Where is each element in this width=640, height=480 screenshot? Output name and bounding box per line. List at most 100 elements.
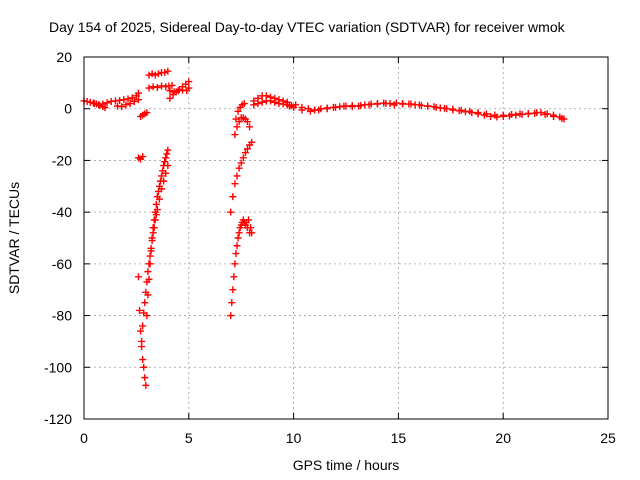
data-point: [508, 110, 516, 118]
data-point: [457, 106, 465, 114]
data-point: [116, 96, 124, 104]
series-segment-19: [290, 100, 566, 123]
data-point: [149, 229, 157, 237]
data-point: [99, 100, 107, 108]
series-segment-5: [137, 109, 151, 120]
data-point: [466, 107, 474, 115]
series-segment-8: [145, 67, 172, 79]
data-point: [148, 237, 156, 245]
data-point: [170, 88, 178, 96]
data-point: [83, 97, 91, 105]
data-point: [146, 252, 154, 260]
data-point: [140, 363, 148, 371]
data-point: [399, 100, 407, 108]
data-point: [150, 224, 158, 232]
data-point: [164, 146, 172, 154]
y-tick-label: -40: [52, 204, 72, 220]
data-point: [140, 309, 148, 317]
data-point: [235, 229, 243, 237]
data-point: [145, 260, 153, 268]
data-point: [161, 69, 169, 77]
data-point: [239, 154, 247, 162]
series-segment-12: [227, 216, 256, 320]
data-point: [230, 273, 238, 281]
data-point: [248, 138, 256, 146]
data-point: [499, 111, 507, 119]
data-point: [158, 82, 166, 90]
data-point: [271, 98, 279, 106]
data-point: [550, 112, 558, 120]
data-point: [332, 103, 340, 111]
data-point: [136, 306, 144, 314]
data-point: [285, 102, 293, 110]
data-point: [231, 131, 239, 139]
data-point: [441, 104, 449, 112]
data-point: [491, 111, 499, 119]
data-point: [258, 98, 266, 106]
data-point: [185, 78, 193, 86]
data-points: [80, 67, 568, 389]
data-point: [128, 94, 136, 102]
data-point: [279, 100, 287, 108]
data-point: [232, 250, 240, 258]
data-point: [149, 83, 157, 91]
data-point: [153, 84, 161, 92]
data-point: [155, 195, 163, 203]
data-point: [231, 180, 239, 188]
data-point: [267, 97, 275, 105]
data-point: [235, 164, 243, 172]
data-point: [246, 123, 254, 131]
data-point: [166, 87, 174, 95]
data-point: [151, 71, 159, 79]
data-point: [243, 118, 251, 126]
data-point: [134, 273, 142, 281]
data-point: [144, 268, 152, 276]
data-point: [153, 206, 161, 214]
data-point: [134, 89, 142, 97]
data-point: [124, 95, 132, 103]
data-point: [163, 150, 171, 158]
data-point: [340, 102, 348, 110]
data-point: [482, 110, 490, 118]
data-point: [227, 208, 235, 216]
data-point: [130, 97, 138, 105]
data-point: [168, 81, 176, 89]
data-point: [158, 185, 166, 193]
series-segment-11: [166, 84, 193, 96]
data-point: [541, 110, 549, 118]
data-point: [348, 103, 356, 111]
series-segment-13: [227, 138, 256, 216]
data-point: [247, 224, 255, 232]
data-point: [240, 100, 248, 108]
data-point: [86, 98, 94, 106]
data-point: [147, 244, 155, 252]
data-point: [160, 177, 168, 185]
x-tick-label: 15: [391, 430, 407, 446]
data-point: [524, 109, 532, 117]
data-point: [122, 101, 130, 109]
y-tick-label: -100: [44, 359, 72, 375]
data-point: [143, 278, 151, 286]
series-segment-6: [134, 146, 172, 389]
data-point: [139, 322, 147, 330]
data-point: [474, 109, 482, 117]
series-segment-2: [90, 89, 142, 109]
data-point: [162, 169, 170, 177]
data-point: [233, 172, 241, 180]
data-point: [143, 109, 151, 117]
series-segment-18: [285, 99, 568, 123]
x-tick-label: 25: [600, 430, 616, 446]
y-tick-label: -60: [52, 256, 72, 272]
data-point: [166, 94, 174, 102]
series-segment-15: [232, 100, 248, 123]
series-segment-9: [145, 81, 176, 92]
data-point: [533, 109, 541, 117]
data-point: [137, 327, 145, 335]
data-point: [101, 104, 109, 112]
data-point: [243, 145, 251, 153]
data-point: [161, 158, 169, 166]
data-point: [164, 162, 172, 170]
data-point: [95, 101, 103, 109]
data-point: [234, 107, 242, 115]
data-point: [254, 100, 262, 108]
